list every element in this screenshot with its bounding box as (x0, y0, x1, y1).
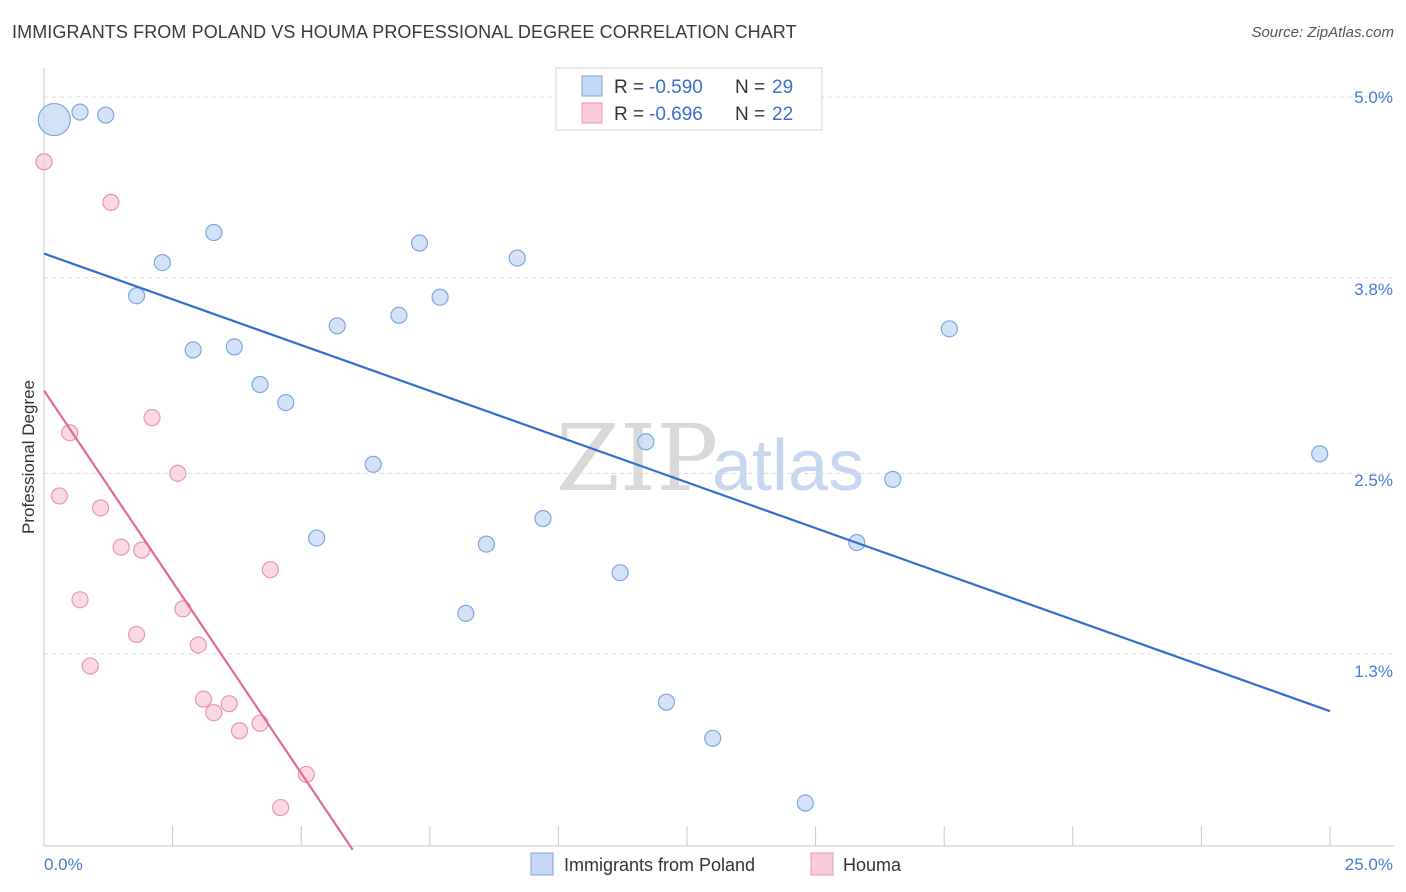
legend-swatch-poland (581, 75, 603, 97)
legend-n-value: 22 (772, 104, 793, 125)
data-point-houma (272, 798, 290, 817)
data-point-poland (884, 470, 902, 488)
y-axis-label: Professional Degree (19, 380, 38, 534)
chart-title: IMMIGRANTS FROM POLAND VS HOUMA PROFESSI… (12, 22, 797, 42)
data-point-houma (127, 625, 146, 644)
data-point-poland (184, 341, 202, 359)
data-point-poland (457, 604, 475, 622)
data-point-houma (194, 690, 213, 708)
data-point-houma (112, 538, 130, 556)
data-point-poland (37, 102, 71, 137)
data-point-houma (251, 714, 269, 732)
data-point-poland (508, 249, 526, 267)
legend-swatch-houma (581, 102, 603, 124)
data-point-houma (35, 153, 53, 171)
data-point-poland (308, 529, 326, 547)
x-axis-ticks (43, 826, 1331, 846)
data-point-poland (153, 253, 171, 272)
data-point-poland (704, 729, 722, 747)
data-point-houma (174, 600, 192, 618)
source-credit: Source: ZipAtlas.com (1251, 24, 1394, 41)
legend-swatch-houma (810, 852, 834, 876)
data-point-houma (91, 499, 110, 517)
trend-line-houma (43, 389, 354, 851)
data-point-poland (1311, 445, 1329, 463)
watermark-zip: ZIP (556, 405, 718, 512)
data-point-poland (71, 103, 89, 121)
data-point-poland (410, 234, 429, 252)
data-point-poland (277, 393, 295, 412)
stats-legend: R = -0.590 N = 29 R = -0.696 N = 22 (555, 67, 823, 131)
data-point-poland (364, 455, 382, 473)
legend-n-label: N = (735, 104, 765, 125)
data-point-houma (261, 561, 279, 579)
data-point-poland (534, 509, 552, 528)
data-point-houma (50, 487, 69, 505)
gridlines (44, 96, 1394, 655)
watermark: ZIP atlas (556, 405, 864, 512)
data-point-poland (328, 317, 346, 335)
data-point-poland (796, 794, 814, 812)
series-legend: Immigrants from Poland Houma (530, 852, 902, 876)
data-point-poland (431, 288, 449, 306)
legend-r-value: -0.590 (649, 77, 703, 98)
data-point-poland (127, 287, 146, 305)
data-point-houma (169, 464, 187, 482)
data-point-houma (133, 541, 151, 559)
legend-swatch-poland (530, 852, 554, 876)
data-point-poland (205, 223, 223, 242)
y-tick-label: 3.8% (1354, 280, 1393, 299)
data-point-houma (102, 193, 120, 211)
data-point-poland (657, 693, 676, 711)
y-tick-label: 1.3% (1354, 662, 1393, 681)
data-point-poland (637, 433, 655, 451)
watermark-atlas: atlas (712, 426, 864, 506)
data-point-poland (390, 306, 408, 324)
x-tick-label-max: 25.0% (1345, 855, 1393, 874)
data-point-poland (611, 564, 629, 582)
data-point-poland (251, 375, 269, 394)
trend-line-poland (43, 252, 1331, 713)
data-point-houma (220, 695, 238, 713)
data-point-poland (940, 320, 958, 338)
data-point-houma (81, 657, 99, 675)
legend-r-label: R = (614, 77, 644, 98)
data-point-poland (477, 535, 495, 553)
y-tick-label: 5.0% (1354, 88, 1393, 107)
series-immigrants-from-poland (37, 102, 1331, 812)
x-tick-label-min: 0.0% (44, 855, 83, 874)
data-point-houma (230, 722, 249, 740)
legend-r-label: R = (614, 104, 644, 125)
data-point-houma (189, 636, 207, 654)
data-point-poland (97, 106, 115, 124)
data-point-houma (205, 704, 223, 722)
series-houma (35, 153, 354, 851)
legend-n-label: N = (735, 77, 765, 98)
data-point-houma (71, 591, 89, 609)
legend-n-value: 29 (772, 77, 793, 98)
legend-label-poland: Immigrants from Poland (564, 855, 755, 875)
data-point-houma (143, 409, 161, 427)
y-tick-label: 2.5% (1354, 471, 1393, 490)
data-point-poland (225, 338, 243, 356)
legend-label-houma: Houma (843, 855, 902, 875)
y-tick-labels: 5.0% 3.8% 2.5% 1.3% (1354, 88, 1393, 681)
legend-r-value: -0.696 (649, 104, 703, 125)
